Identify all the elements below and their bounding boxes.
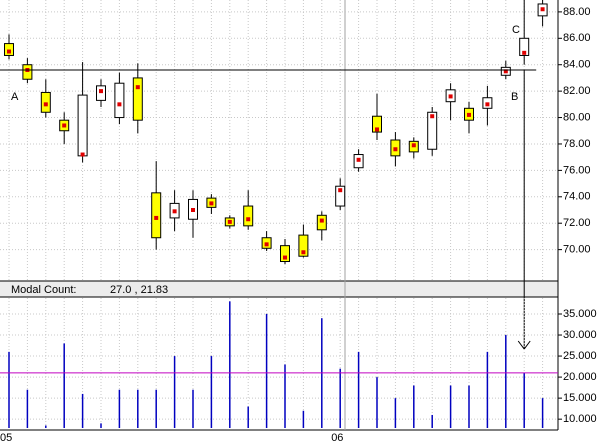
y-tick-label: 88.00 <box>563 6 591 18</box>
annotation: A <box>11 91 19 103</box>
readout: 27.0 , 21.83 <box>110 284 168 296</box>
candle-body <box>372 115 382 133</box>
y-tick-label: 84.00 <box>563 59 591 71</box>
annotation: C <box>512 24 520 36</box>
candle-body <box>77 94 88 157</box>
candle-marker <box>209 201 214 206</box>
candle-marker <box>80 152 85 157</box>
candle-marker <box>43 102 48 107</box>
x-tick-label: 06 <box>331 432 343 444</box>
y-tick-label: 74.00 <box>563 191 591 203</box>
candle-marker <box>522 50 527 55</box>
annotation: B <box>511 91 518 103</box>
y-tick-label: 30.000 <box>563 329 597 341</box>
candle-body <box>243 205 254 227</box>
y-tick-label: 15.000 <box>563 392 597 404</box>
candle-marker <box>411 143 416 148</box>
candle-marker <box>375 127 379 132</box>
candle-marker <box>191 208 195 212</box>
candle-body <box>151 192 162 239</box>
candle-marker <box>467 112 471 117</box>
y-tick-label: 78.00 <box>563 138 591 150</box>
candle-marker <box>430 114 435 119</box>
readout-bar <box>0 281 558 297</box>
y-tick-label: 10.000 <box>563 413 597 425</box>
y-tick-label: 76.00 <box>563 164 591 176</box>
candle-marker <box>485 102 490 107</box>
candle-marker <box>319 218 324 223</box>
candle-marker <box>99 89 103 94</box>
candle-marker <box>154 215 159 220</box>
candle-body <box>114 82 125 119</box>
candle-marker <box>227 219 232 224</box>
candle-marker <box>172 209 177 214</box>
y-tick-label: 70.00 <box>563 244 591 256</box>
candle-body <box>280 245 290 263</box>
candle-marker <box>393 147 398 152</box>
y-tick-label: 20.000 <box>563 371 597 383</box>
x-tick-label: 05 <box>0 432 12 444</box>
candle-body <box>132 77 143 121</box>
candle-marker <box>264 242 269 247</box>
candle-body <box>298 234 309 257</box>
y-tick-label: 35.000 <box>563 308 597 320</box>
candle-marker <box>448 94 453 99</box>
y-tick-label: 72.00 <box>563 217 591 229</box>
candle-body <box>427 111 438 150</box>
y-tick-label: 25.000 <box>563 350 597 362</box>
candle-marker <box>135 85 140 90</box>
candle-marker <box>540 7 545 12</box>
y-tick-label: 82.00 <box>563 85 591 97</box>
candle-marker <box>246 217 251 222</box>
candle-marker <box>356 157 361 162</box>
candle-marker <box>7 49 11 54</box>
candle-body <box>519 37 530 56</box>
candle-marker <box>117 102 122 107</box>
candle-marker <box>283 255 287 260</box>
y-tick-label: 86.00 <box>563 32 591 44</box>
y-tick-label: 80.00 <box>563 111 591 123</box>
candle-marker <box>301 250 306 255</box>
candle-body <box>335 185 346 207</box>
candle-marker <box>62 123 67 128</box>
panel-title: Modal Count: <box>11 284 76 296</box>
candle-marker <box>338 188 343 193</box>
candle-marker <box>503 69 508 74</box>
